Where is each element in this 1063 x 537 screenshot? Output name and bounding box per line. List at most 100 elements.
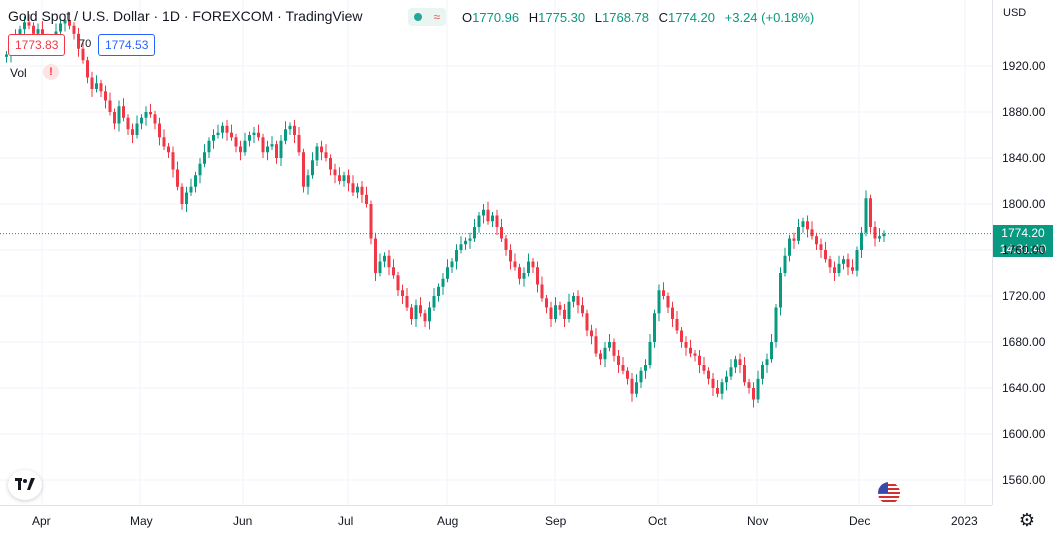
candle xyxy=(68,11,71,30)
candle xyxy=(63,14,67,32)
candle xyxy=(401,284,404,305)
candle xyxy=(788,235,791,262)
candle xyxy=(599,350,602,365)
candle xyxy=(288,122,292,135)
candle xyxy=(648,333,652,369)
high-value: 1775.30 xyxy=(538,10,586,25)
gear-icon[interactable]: ⚙ xyxy=(1018,510,1036,530)
candle xyxy=(558,301,562,316)
chart-plot-area[interactable] xyxy=(0,0,992,505)
candle xyxy=(761,361,764,385)
candle xyxy=(545,294,548,314)
candle xyxy=(531,258,535,273)
price-tick-label: 1920.00 xyxy=(1002,59,1046,73)
candle xyxy=(333,163,337,184)
candle xyxy=(756,370,760,403)
open-value: 1770.96 xyxy=(472,10,520,25)
candle xyxy=(486,201,490,225)
candle xyxy=(500,218,503,242)
candle xyxy=(833,261,836,282)
candle xyxy=(716,379,719,398)
candle xyxy=(153,110,157,130)
candle xyxy=(284,121,287,145)
candle xyxy=(252,126,256,144)
buy-button[interactable]: 1774.53 xyxy=(98,34,156,56)
candle xyxy=(846,253,850,276)
candle xyxy=(878,228,881,242)
candle xyxy=(239,140,242,161)
candle xyxy=(171,146,175,178)
candle xyxy=(162,129,166,150)
candle xyxy=(176,161,179,191)
candle xyxy=(657,284,661,322)
candle xyxy=(275,140,278,164)
candle xyxy=(770,333,773,363)
us-flag-icon[interactable] xyxy=(878,482,900,504)
candle xyxy=(747,378,751,394)
candlestick-chart[interactable] xyxy=(0,0,992,505)
candle xyxy=(419,297,422,317)
ohlc-readout: O1770.96 H1775.30 L1768.78 C1774.20 +3.2… xyxy=(462,10,820,25)
candle xyxy=(689,339,692,357)
time-axis[interactable]: Apr May Jun Jul Aug Sep Oct Nov Dec 2023 xyxy=(0,505,992,537)
candle xyxy=(707,367,710,385)
candle xyxy=(230,124,233,141)
candle xyxy=(342,171,346,187)
candle xyxy=(293,120,296,144)
candle xyxy=(702,356,706,375)
candle xyxy=(86,56,89,84)
candle xyxy=(383,252,386,268)
candle xyxy=(360,181,364,203)
market-status-badge[interactable]: ≈ xyxy=(408,8,446,26)
warning-icon[interactable]: ! xyxy=(43,64,59,80)
price-axis[interactable]: USD 1774.20 14:31:40 1920.00 1880.00 1840.… xyxy=(992,0,1063,505)
close-value: 1774.20 xyxy=(668,10,716,25)
symbol-title[interactable]: Gold Spot / U.S. Dollar · 1D · FOREXCOM … xyxy=(8,8,363,24)
candle xyxy=(135,115,139,139)
price-tick-label: 1800.00 xyxy=(1002,197,1046,211)
time-tick-label: Sep xyxy=(545,514,567,528)
candle xyxy=(482,204,485,224)
candle xyxy=(27,14,31,30)
price-tick-label: 1760.00 xyxy=(1002,243,1046,257)
candle xyxy=(576,290,580,314)
price-tick-label: 1840.00 xyxy=(1002,151,1046,165)
candle xyxy=(464,237,467,250)
price-tick-label: 1680.00 xyxy=(1002,335,1046,349)
candle xyxy=(131,123,134,144)
time-tick-label: Aug xyxy=(437,514,459,528)
sell-button[interactable]: 1773.83 xyxy=(8,34,66,56)
candle xyxy=(572,292,575,308)
change-value: +3.24 (+0.18%) xyxy=(724,10,815,25)
candle xyxy=(396,271,400,296)
candle xyxy=(122,98,125,122)
candle xyxy=(666,292,670,314)
candle xyxy=(306,169,310,195)
candle xyxy=(684,336,688,356)
candle xyxy=(729,359,733,380)
candle xyxy=(698,350,701,374)
candle xyxy=(743,356,746,386)
candle xyxy=(243,132,247,156)
candle xyxy=(369,200,373,245)
candle xyxy=(311,152,314,179)
candle xyxy=(468,232,472,249)
candle xyxy=(549,301,553,328)
candle xyxy=(783,247,787,277)
candle xyxy=(225,120,229,141)
candle xyxy=(644,359,647,379)
time-tick-label: Oct xyxy=(648,514,667,528)
candle xyxy=(432,287,436,311)
tradingview-logo-icon[interactable] xyxy=(8,470,42,500)
candle xyxy=(855,246,859,277)
candle xyxy=(617,350,620,374)
candle xyxy=(374,232,377,282)
candle xyxy=(693,350,697,362)
currency-selector[interactable]: USD xyxy=(1003,7,1027,19)
candle xyxy=(126,114,130,135)
candle xyxy=(779,267,782,316)
volume-indicator-label[interactable]: Vol xyxy=(10,66,27,80)
time-tick-label: 2023 xyxy=(951,514,978,528)
candle xyxy=(675,310,679,334)
price-tick-label: 1640.00 xyxy=(1002,381,1046,395)
